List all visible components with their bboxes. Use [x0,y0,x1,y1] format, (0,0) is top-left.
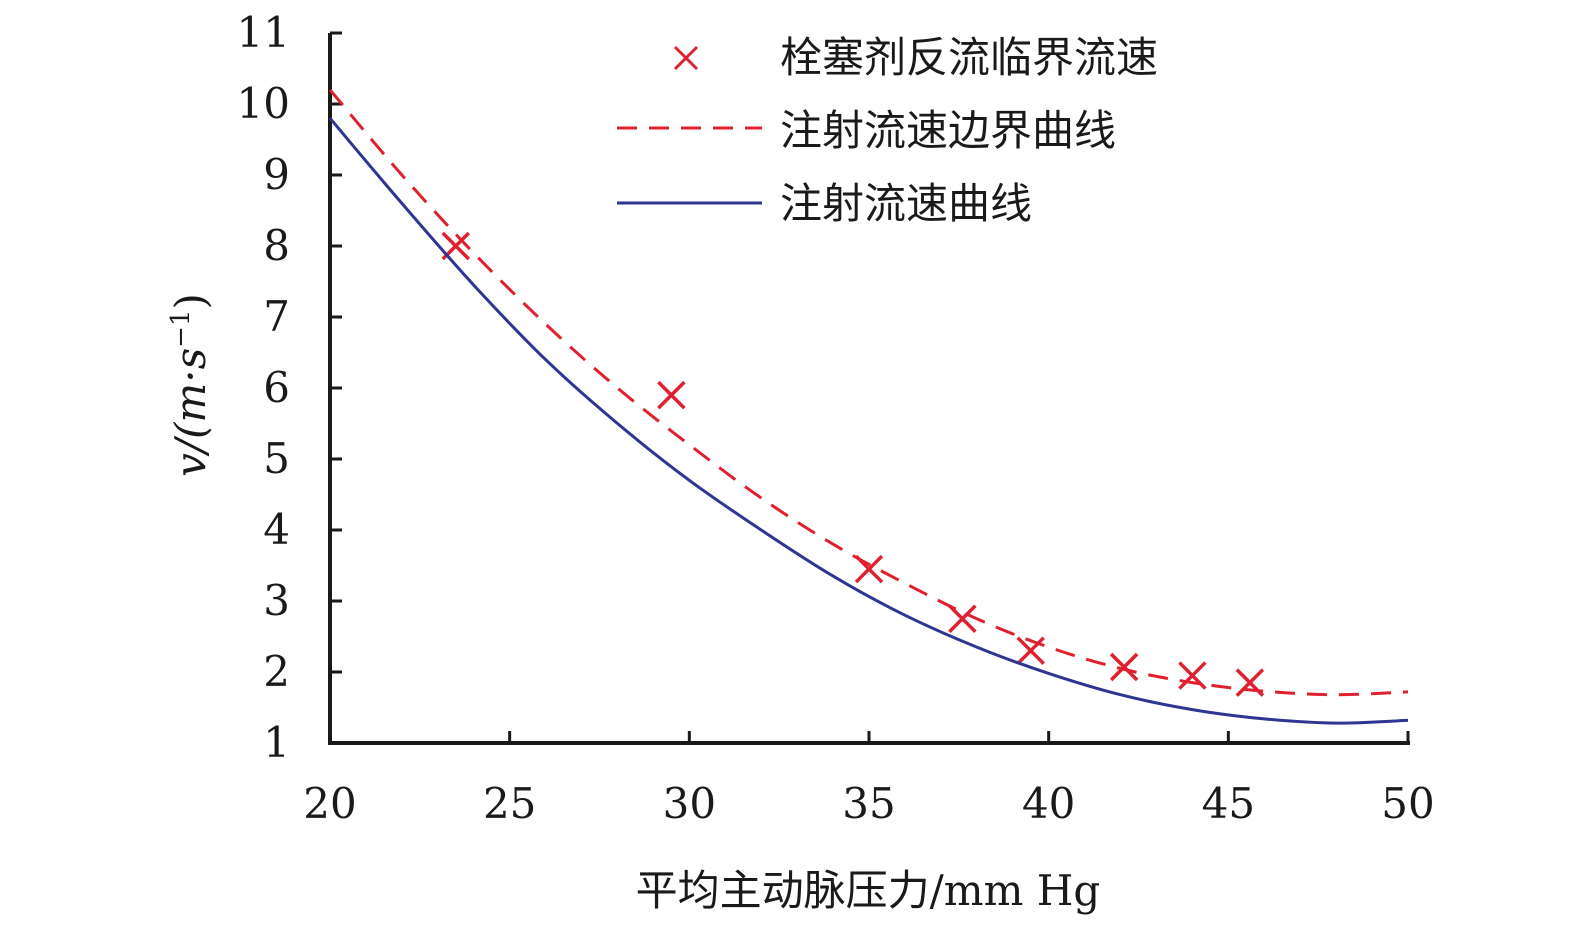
y-tick-label: 9 [263,150,290,199]
series-boundary-curve [328,88,1409,697]
x-tick-label: 35 [842,779,895,828]
legend-label-injection-curve: 注射流速曲线 [780,179,1032,228]
series-injection-curve [328,117,1409,725]
y-axis-title-close: ) [166,293,215,309]
y-axis-title: v/(m·s−1) [166,293,215,477]
y-tick-label: 3 [263,576,290,625]
legend-marker-x [673,45,699,71]
data-point-x-marker [948,604,977,633]
data-point-x-marker [657,380,686,410]
data-point-x-marker [1178,661,1207,690]
x-axis-title: 平均主动脉压力/mm Hg [636,866,1101,915]
data-point-x-marker [1109,652,1139,682]
x-tick-label: 40 [1022,779,1075,828]
y-axis-title-main: v/(m·s [166,348,215,477]
series-critical-velocity-markers [441,231,1265,697]
legend-label-boundary-curve: 注射流速边界曲线 [780,106,1116,155]
x-tick-label: 50 [1381,779,1434,828]
x-tick-label: 20 [303,779,356,828]
y-tick-label: 10 [237,79,290,128]
y-tick-label: 4 [263,505,290,554]
x-tick-label: 30 [663,779,716,828]
y-tick-label: 11 [237,8,290,57]
legend-label-critical-velocity: 栓塞剂反流临界流速 [780,33,1158,82]
data-point-x-marker [1016,636,1045,665]
legend-item-injection-curve: 注射流速曲线 [617,179,1032,228]
legend-item-critical-velocity: 栓塞剂反流临界流速 [673,33,1158,82]
x-ticks: 20 25 30 35 40 45 50 [303,731,1435,828]
y-tick-label: 7 [263,292,290,341]
y-tick-label: 5 [263,434,290,483]
legend: 栓塞剂反流临界流速 注射流速边界曲线 注射流速曲线 [617,33,1158,228]
y-tick-label: 8 [263,221,290,270]
y-tick-label: 1 [263,718,290,767]
x-tick-label: 25 [483,779,536,828]
plot-area [328,88,1409,725]
y-tick-label: 2 [263,647,290,696]
y-tick-label: 6 [263,363,290,412]
y-axis-title-sup: −1 [166,310,196,348]
legend-item-boundary-curve: 注射流速边界曲线 [617,106,1116,155]
x-tick-label: 45 [1202,779,1255,828]
y-ticks: 1 2 3 4 5 6 7 8 9 10 11 [237,8,342,767]
